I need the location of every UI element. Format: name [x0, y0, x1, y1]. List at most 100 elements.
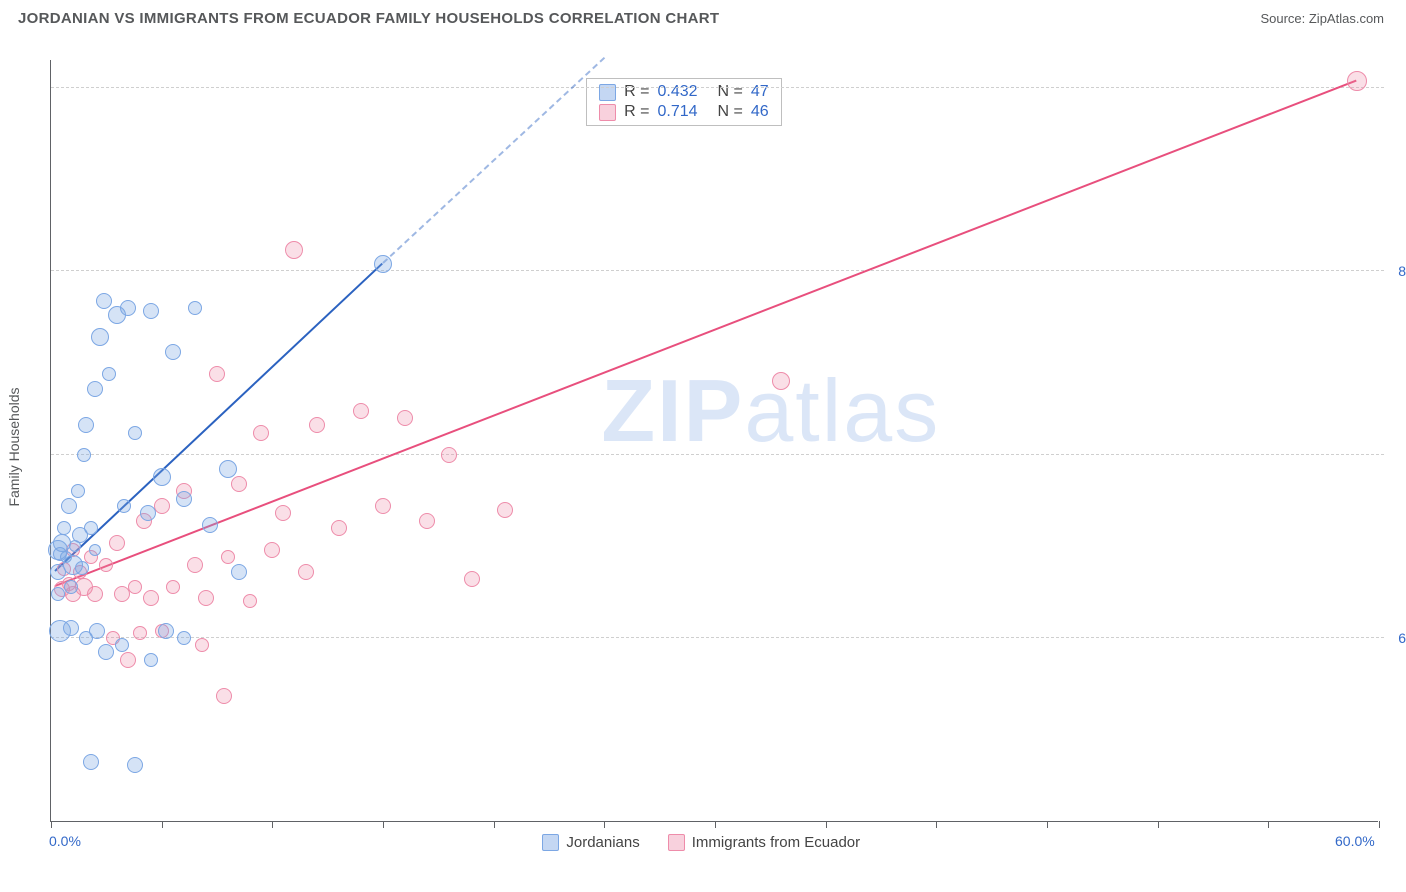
data-point — [120, 300, 136, 316]
data-point — [153, 468, 171, 486]
data-point — [177, 631, 191, 645]
data-point — [102, 367, 116, 381]
x-tick — [1158, 821, 1159, 828]
y-tick-label: 87.5% — [1384, 263, 1406, 279]
legend: Jordanians Immigrants from Ecuador — [542, 834, 860, 851]
data-point — [198, 590, 214, 606]
data-point — [75, 561, 89, 575]
data-point — [87, 586, 103, 602]
x-tick — [604, 821, 605, 828]
data-point — [187, 557, 203, 573]
data-point — [117, 499, 131, 513]
x-tick-label: 60.0% — [1335, 833, 1375, 849]
x-tick — [715, 821, 716, 828]
data-point — [353, 403, 369, 419]
data-point — [143, 590, 159, 606]
x-tick — [494, 821, 495, 828]
data-point — [188, 301, 202, 315]
data-point — [202, 517, 218, 533]
data-point — [144, 653, 158, 667]
n-value: 46 — [751, 103, 769, 121]
stat-row: R =0.432N =47 — [587, 82, 780, 102]
data-point — [397, 410, 413, 426]
n-label: N = — [718, 103, 743, 121]
legend-item: Immigrants from Ecuador — [668, 834, 860, 851]
data-point — [98, 644, 114, 660]
watermark: ZIPatlas — [601, 360, 940, 462]
data-point — [158, 623, 174, 639]
data-point — [375, 498, 391, 514]
x-tick — [1047, 821, 1048, 828]
data-point — [464, 571, 480, 587]
data-point — [83, 754, 99, 770]
data-point — [120, 652, 136, 668]
data-point — [231, 476, 247, 492]
data-point — [71, 484, 85, 498]
data-point — [77, 448, 91, 462]
data-point — [91, 328, 109, 346]
r-value: 0.714 — [658, 103, 710, 121]
data-point — [419, 513, 435, 529]
data-point — [133, 626, 147, 640]
x-tick — [1268, 821, 1269, 828]
data-point — [109, 535, 125, 551]
legend-label: Jordanians — [566, 834, 639, 851]
data-point — [127, 757, 143, 773]
chart-header: JORDANIAN VS IMMIGRANTS FROM ECUADOR FAM… — [0, 0, 1406, 33]
data-point — [84, 521, 98, 535]
x-tick — [826, 821, 827, 828]
swatch-pink — [668, 834, 685, 851]
data-point — [69, 540, 81, 552]
chart-source: Source: ZipAtlas.com — [1260, 11, 1384, 26]
data-point — [128, 580, 142, 594]
swatch-blue — [599, 84, 616, 101]
data-point — [216, 688, 232, 704]
data-point — [221, 550, 235, 564]
y-axis-label: Family Households — [6, 387, 22, 506]
swatch-pink — [599, 104, 616, 121]
data-point — [264, 542, 280, 558]
data-point — [253, 425, 269, 441]
data-point — [128, 426, 142, 440]
data-point — [64, 580, 78, 594]
chart-area: Family Households ZIPatlas R =0.432N =47… — [18, 42, 1388, 852]
r-value: 0.432 — [658, 83, 710, 101]
data-point — [243, 594, 257, 608]
data-point — [89, 623, 105, 639]
x-tick — [51, 821, 52, 828]
gridline-h — [51, 87, 1384, 88]
data-point — [231, 564, 247, 580]
data-point — [89, 544, 101, 556]
x-tick — [1379, 821, 1380, 828]
data-point — [143, 303, 159, 319]
data-point — [285, 241, 303, 259]
data-point — [115, 638, 129, 652]
data-point — [48, 540, 68, 560]
gridline-h — [51, 637, 1384, 638]
data-point — [195, 638, 209, 652]
x-tick — [383, 821, 384, 828]
stat-box: R =0.432N =47R =0.714N =46 — [586, 78, 781, 126]
data-point — [87, 381, 103, 397]
data-point — [374, 255, 392, 273]
data-point — [63, 620, 79, 636]
data-point — [772, 372, 790, 390]
data-point — [96, 293, 112, 309]
n-value: 47 — [751, 83, 769, 101]
x-tick — [936, 821, 937, 828]
data-point — [51, 587, 65, 601]
x-tick — [272, 821, 273, 828]
data-point — [61, 498, 77, 514]
data-point — [441, 447, 457, 463]
gridline-h — [51, 270, 1384, 271]
data-point — [166, 580, 180, 594]
data-point — [57, 521, 71, 535]
data-point — [176, 491, 192, 507]
data-point — [99, 558, 113, 572]
stat-row: R =0.714N =46 — [587, 102, 780, 122]
y-tick-label: 62.5% — [1384, 630, 1406, 646]
data-point — [140, 505, 156, 521]
data-point — [331, 520, 347, 536]
n-label: N = — [718, 83, 743, 101]
data-point — [165, 344, 181, 360]
